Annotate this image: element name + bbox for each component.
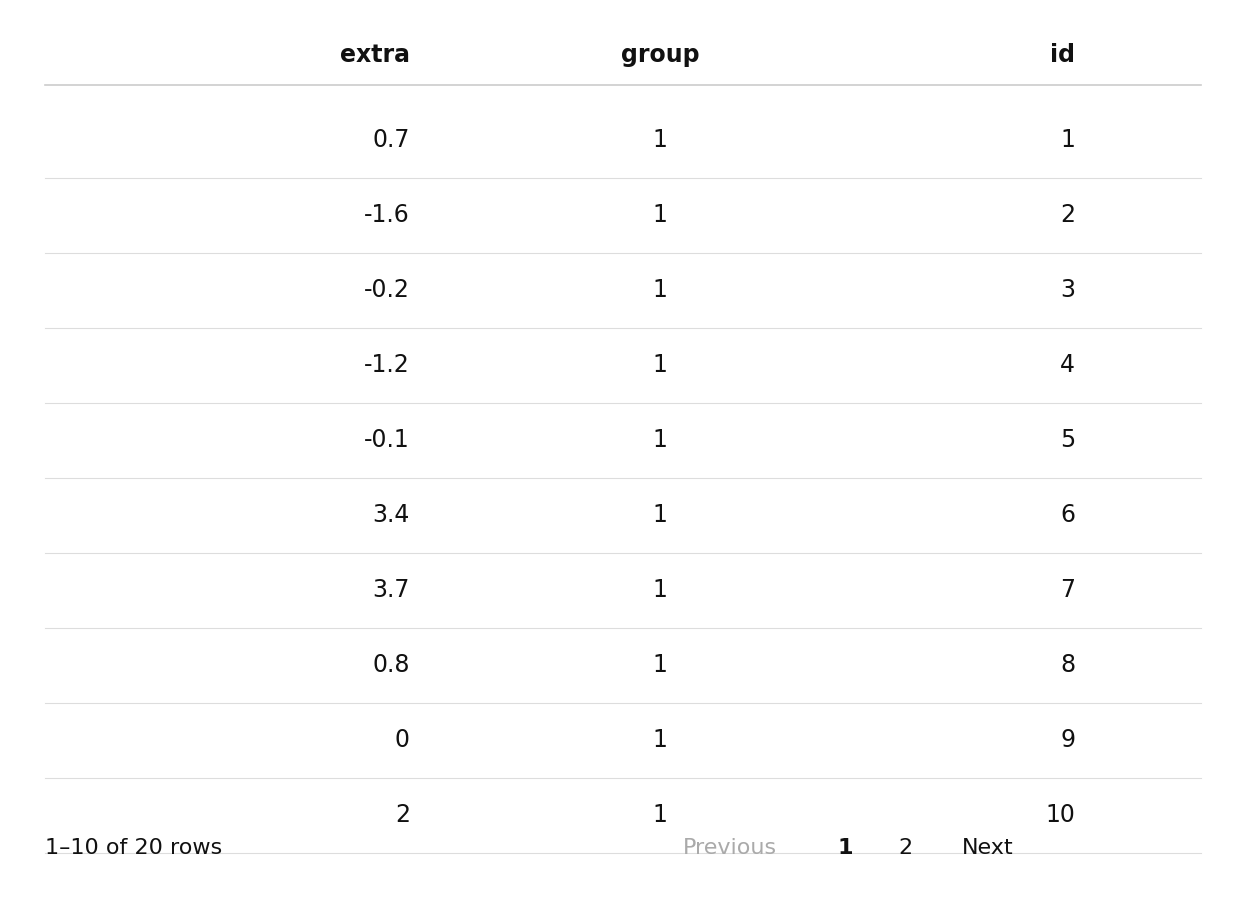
Text: 3.7: 3.7 [373, 578, 410, 602]
Text: 1–10 of 20 rows: 1–10 of 20 rows [45, 838, 222, 858]
Text: 1: 1 [653, 503, 668, 527]
Text: 1: 1 [653, 728, 668, 752]
Text: 1: 1 [653, 128, 668, 152]
Text: -1.6: -1.6 [364, 203, 410, 227]
Text: -0.1: -0.1 [364, 428, 410, 452]
Text: 3: 3 [1060, 278, 1075, 302]
Text: 9: 9 [1060, 728, 1075, 752]
Text: id: id [1050, 43, 1075, 67]
Text: 0.8: 0.8 [373, 653, 410, 677]
Text: 10: 10 [1045, 803, 1075, 827]
Text: 1: 1 [653, 653, 668, 677]
Text: Previous: Previous [683, 838, 778, 858]
Text: 8: 8 [1060, 653, 1075, 677]
Text: Next: Next [962, 838, 1014, 858]
Text: 2: 2 [395, 803, 410, 827]
Text: 5: 5 [1060, 428, 1075, 452]
Text: 1: 1 [653, 578, 668, 602]
Text: 1: 1 [653, 428, 668, 452]
Text: 4: 4 [1060, 353, 1075, 377]
Text: -0.2: -0.2 [364, 278, 410, 302]
Text: 1: 1 [653, 353, 668, 377]
Text: 7: 7 [1060, 578, 1075, 602]
Text: 1: 1 [837, 838, 852, 858]
Text: group: group [621, 43, 699, 67]
Text: 3.4: 3.4 [373, 503, 410, 527]
Text: 1: 1 [1060, 128, 1075, 152]
Text: 0: 0 [395, 728, 410, 752]
Text: -1.2: -1.2 [364, 353, 410, 377]
Text: 2: 2 [1060, 203, 1075, 227]
Text: 1: 1 [653, 803, 668, 827]
Text: 1: 1 [653, 203, 668, 227]
Text: 6: 6 [1060, 503, 1075, 527]
Text: 1: 1 [653, 278, 668, 302]
Text: extra: extra [340, 43, 410, 67]
Text: 2: 2 [898, 838, 912, 858]
Text: 0.7: 0.7 [373, 128, 410, 152]
